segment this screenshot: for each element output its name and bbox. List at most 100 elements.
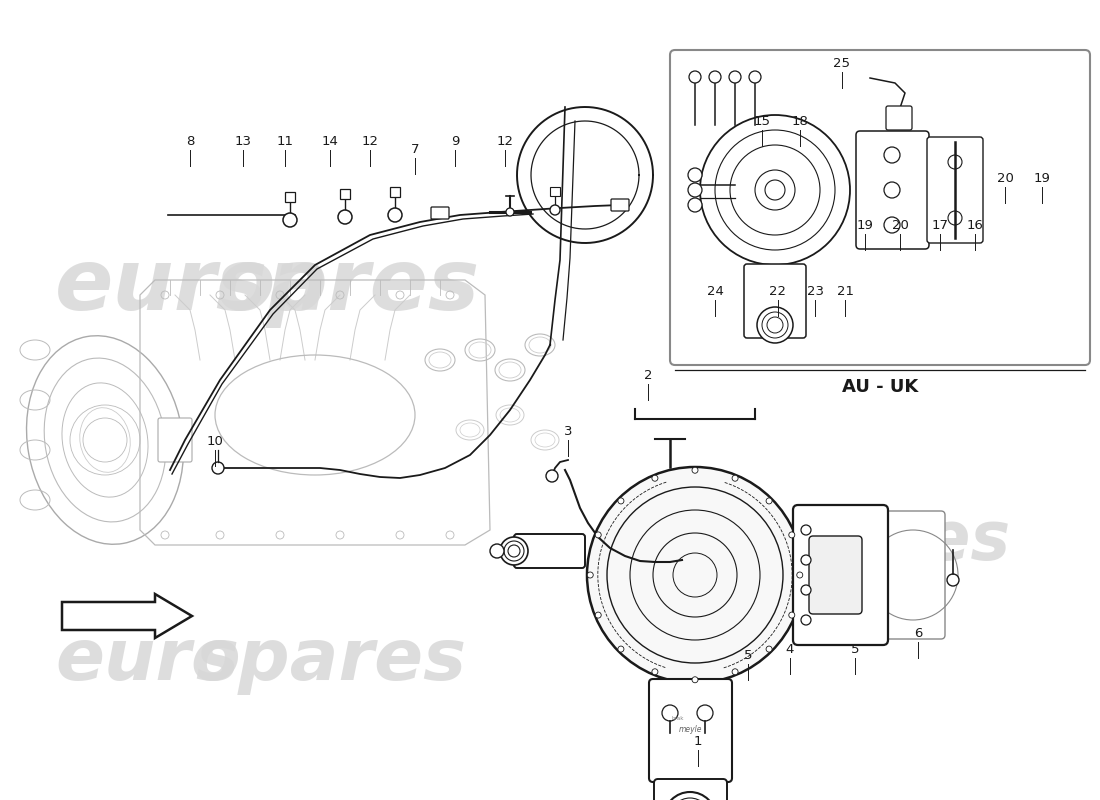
FancyBboxPatch shape: [744, 264, 806, 338]
Circle shape: [688, 183, 702, 197]
FancyBboxPatch shape: [649, 679, 732, 782]
Text: 16: 16: [967, 219, 983, 232]
Circle shape: [662, 705, 678, 721]
FancyBboxPatch shape: [882, 511, 945, 639]
Text: 4: 4: [785, 643, 794, 656]
Bar: [285, 192, 295, 202]
Circle shape: [587, 467, 803, 683]
Text: 3: 3: [563, 425, 572, 438]
Circle shape: [948, 211, 962, 225]
Circle shape: [789, 532, 795, 538]
Text: 15: 15: [754, 115, 770, 128]
FancyBboxPatch shape: [431, 207, 449, 219]
Circle shape: [692, 677, 698, 682]
FancyBboxPatch shape: [610, 199, 629, 211]
Circle shape: [664, 792, 716, 800]
FancyBboxPatch shape: [654, 779, 727, 800]
Bar: [340, 189, 350, 199]
Circle shape: [796, 572, 803, 578]
Text: 22: 22: [770, 285, 786, 298]
Text: 2: 2: [644, 369, 652, 382]
Text: 13: 13: [234, 135, 252, 148]
Circle shape: [506, 208, 514, 216]
Circle shape: [688, 198, 702, 212]
Text: 25: 25: [834, 57, 850, 70]
Circle shape: [801, 585, 811, 595]
Circle shape: [948, 155, 962, 169]
Text: ares: ares: [270, 245, 481, 328]
Circle shape: [766, 646, 772, 652]
FancyBboxPatch shape: [856, 131, 930, 249]
Text: 19: 19: [857, 219, 873, 232]
Text: 18: 18: [792, 115, 808, 128]
Circle shape: [884, 182, 900, 198]
Circle shape: [652, 669, 658, 674]
Text: 9: 9: [451, 135, 459, 148]
Circle shape: [283, 213, 297, 227]
Text: 8: 8: [186, 135, 195, 148]
Text: 14: 14: [321, 135, 339, 148]
FancyBboxPatch shape: [886, 106, 912, 130]
Circle shape: [652, 475, 658, 482]
Text: spares: spares: [195, 626, 466, 695]
Circle shape: [757, 307, 793, 343]
Circle shape: [587, 572, 593, 578]
Circle shape: [338, 210, 352, 224]
Text: 7: 7: [410, 143, 419, 156]
Circle shape: [546, 470, 558, 482]
Text: brak: brak: [672, 715, 684, 721]
Text: 11: 11: [276, 135, 294, 148]
Text: 17: 17: [932, 219, 948, 232]
Circle shape: [766, 498, 772, 504]
Text: sp: sp: [214, 245, 328, 328]
Text: 12: 12: [496, 135, 514, 148]
Circle shape: [618, 498, 624, 504]
Circle shape: [710, 71, 720, 83]
Circle shape: [595, 532, 602, 538]
Text: meyle: meyle: [679, 726, 702, 734]
FancyBboxPatch shape: [514, 534, 585, 568]
Text: 24: 24: [706, 285, 724, 298]
FancyBboxPatch shape: [808, 536, 862, 614]
Text: euro: euro: [55, 245, 276, 328]
Text: 10: 10: [207, 435, 223, 448]
Text: 19: 19: [1034, 172, 1050, 185]
Text: euro: euro: [55, 626, 241, 695]
Circle shape: [789, 612, 795, 618]
Text: euro: euro: [650, 508, 822, 574]
Text: spares: spares: [760, 508, 1010, 574]
Circle shape: [688, 168, 702, 182]
Bar: [550, 187, 560, 196]
Circle shape: [733, 475, 738, 482]
Text: 5: 5: [744, 649, 752, 662]
Circle shape: [500, 537, 528, 565]
Text: 20: 20: [997, 172, 1013, 185]
Circle shape: [689, 71, 701, 83]
Text: 20: 20: [892, 219, 909, 232]
Circle shape: [884, 147, 900, 163]
Circle shape: [697, 705, 713, 721]
Text: 5: 5: [850, 643, 859, 656]
Circle shape: [801, 555, 811, 565]
FancyBboxPatch shape: [158, 418, 192, 462]
Polygon shape: [62, 594, 192, 638]
Circle shape: [595, 612, 602, 618]
FancyBboxPatch shape: [927, 137, 983, 243]
Circle shape: [729, 71, 741, 83]
FancyBboxPatch shape: [670, 50, 1090, 365]
FancyBboxPatch shape: [793, 505, 888, 645]
Circle shape: [884, 217, 900, 233]
Circle shape: [490, 544, 504, 558]
Circle shape: [692, 467, 698, 474]
Text: 1: 1: [694, 735, 702, 748]
Circle shape: [618, 646, 624, 652]
Circle shape: [947, 574, 959, 586]
Circle shape: [550, 205, 560, 215]
Text: 21: 21: [836, 285, 854, 298]
Circle shape: [749, 71, 761, 83]
Text: 23: 23: [806, 285, 824, 298]
Circle shape: [388, 208, 401, 222]
Bar: [390, 187, 400, 197]
Text: AU - UK: AU - UK: [842, 378, 918, 396]
Text: 12: 12: [362, 135, 378, 148]
